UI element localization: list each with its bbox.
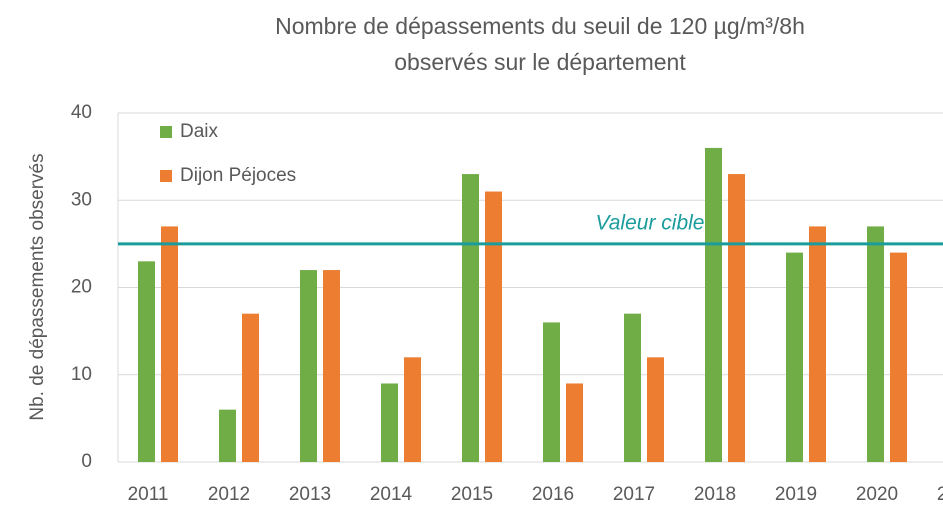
x-tick-label: 2017 [613,484,655,505]
bar [485,191,502,462]
bar [381,383,398,462]
y-tick-label: 40 [71,102,92,123]
bar [624,313,641,462]
bar [867,226,884,462]
bar [219,409,236,462]
bar [323,270,340,462]
y-axis-label: Nb. de dépassements observés [27,153,48,420]
bar [566,383,583,462]
legend-swatch [160,126,172,138]
bar [647,357,664,462]
bar [809,226,826,462]
bar [138,261,155,462]
legend-swatch [160,170,172,182]
reference-label: Valeur cible [596,211,705,234]
bar [728,174,745,462]
y-tick-label: 30 [71,189,92,210]
x-tick-label: 2020 [856,484,898,505]
bar [404,357,421,462]
x-tick-label: 2011 [128,484,169,505]
x-tick-label: 2013 [289,484,331,505]
y-tick-label: 10 [71,364,92,385]
x-tick-label: 2021 [937,484,943,505]
bar [242,313,259,462]
y-tick-label: 20 [71,277,92,298]
bar [786,252,803,462]
bar [161,226,178,462]
bar [890,252,907,462]
chart-title: observés sur le département [394,49,686,75]
chart-title: Nombre de dépassements du seuil de 120 µ… [275,13,805,39]
x-tick-label: 2015 [451,484,493,505]
legend-label: Daix [180,121,219,142]
bar [705,147,722,462]
bar [300,270,317,462]
y-tick-label: 0 [81,451,92,472]
bar [462,174,479,462]
x-tick-label: 2012 [208,484,250,505]
x-tick-label: 2016 [532,484,574,505]
x-tick-label: 2014 [370,484,413,505]
legend-label: Dijon Péjoces [180,165,296,186]
bar [543,322,560,462]
x-tick-label: 2018 [694,484,736,505]
x-tick-label: 2019 [775,484,817,505]
